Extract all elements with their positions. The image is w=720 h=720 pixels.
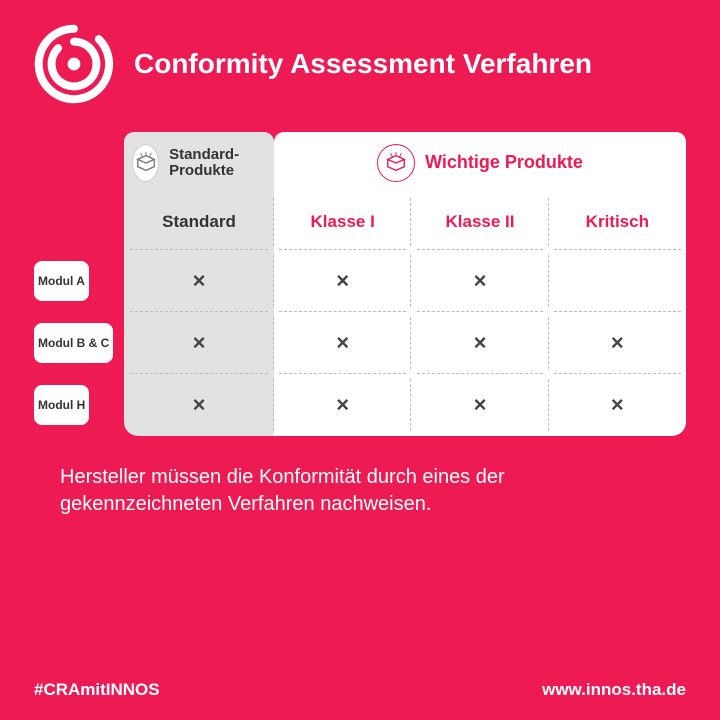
tab-label: Standard- Produkte [169, 147, 266, 180]
row-label-cell: Modul B & C [34, 312, 124, 374]
check-mark: × [336, 268, 349, 294]
check-mark: × [193, 330, 206, 356]
check-mark: × [611, 392, 624, 418]
target-icon [34, 24, 114, 104]
table-cell: × [549, 312, 686, 374]
col-standard: Standard [124, 194, 274, 250]
table-cell: × [124, 312, 274, 374]
row-modul-a: Modul A [34, 261, 89, 301]
check-mark: × [611, 330, 624, 356]
table-cell: × [549, 374, 686, 436]
check-mark: × [474, 268, 487, 294]
category-tabs: Standard- Produkte Wichtige Produkte [124, 132, 686, 194]
row-label-cell: Modul H [34, 374, 124, 436]
tab-standard-produkte: Standard- Produkte [124, 132, 274, 194]
tab-label: Wichtige Produkte [425, 153, 583, 173]
footer-url: www.innos.tha.de [542, 680, 686, 700]
row-modul-bc: Modul B & C [34, 323, 113, 363]
table-cell: × [124, 374, 274, 436]
caption-text: Hersteller müssen die Konformität durch … [60, 464, 660, 518]
col-klasse-1: Klasse I [274, 194, 411, 250]
row-modul-h: Modul H [34, 385, 89, 425]
check-mark: × [193, 392, 206, 418]
table-cell: × [411, 250, 548, 312]
table-cell: × [274, 374, 411, 436]
tab-wichtige-produkte: Wichtige Produkte [274, 132, 686, 194]
table-cell: × [274, 312, 411, 374]
table-grid: Standard Klasse I Klasse II Kritisch Mod… [34, 194, 686, 436]
box-icon [377, 144, 415, 182]
table-cell [549, 250, 686, 312]
conformity-table: Standard- Produkte Wichtige Produkte Sta… [34, 132, 686, 436]
footer: #CRAmitINNOS www.innos.tha.de [0, 680, 720, 700]
table-cell: × [411, 374, 548, 436]
col-klasse-2: Klasse II [411, 194, 548, 250]
check-mark: × [336, 392, 349, 418]
corner-spacer [34, 194, 124, 250]
table-cell: × [124, 250, 274, 312]
footer-hashtag: #CRAmitINNOS [34, 680, 160, 700]
header: Conformity Assessment Verfahren [0, 0, 720, 114]
check-mark: × [193, 268, 206, 294]
box-icon [132, 144, 159, 182]
page-title: Conformity Assessment Verfahren [134, 48, 592, 80]
row-label-cell: Modul A [34, 250, 124, 312]
col-kritisch: Kritisch [549, 194, 686, 250]
check-mark: × [336, 330, 349, 356]
check-mark: × [474, 392, 487, 418]
table-cell: × [411, 312, 548, 374]
table-cell: × [274, 250, 411, 312]
check-mark: × [474, 330, 487, 356]
